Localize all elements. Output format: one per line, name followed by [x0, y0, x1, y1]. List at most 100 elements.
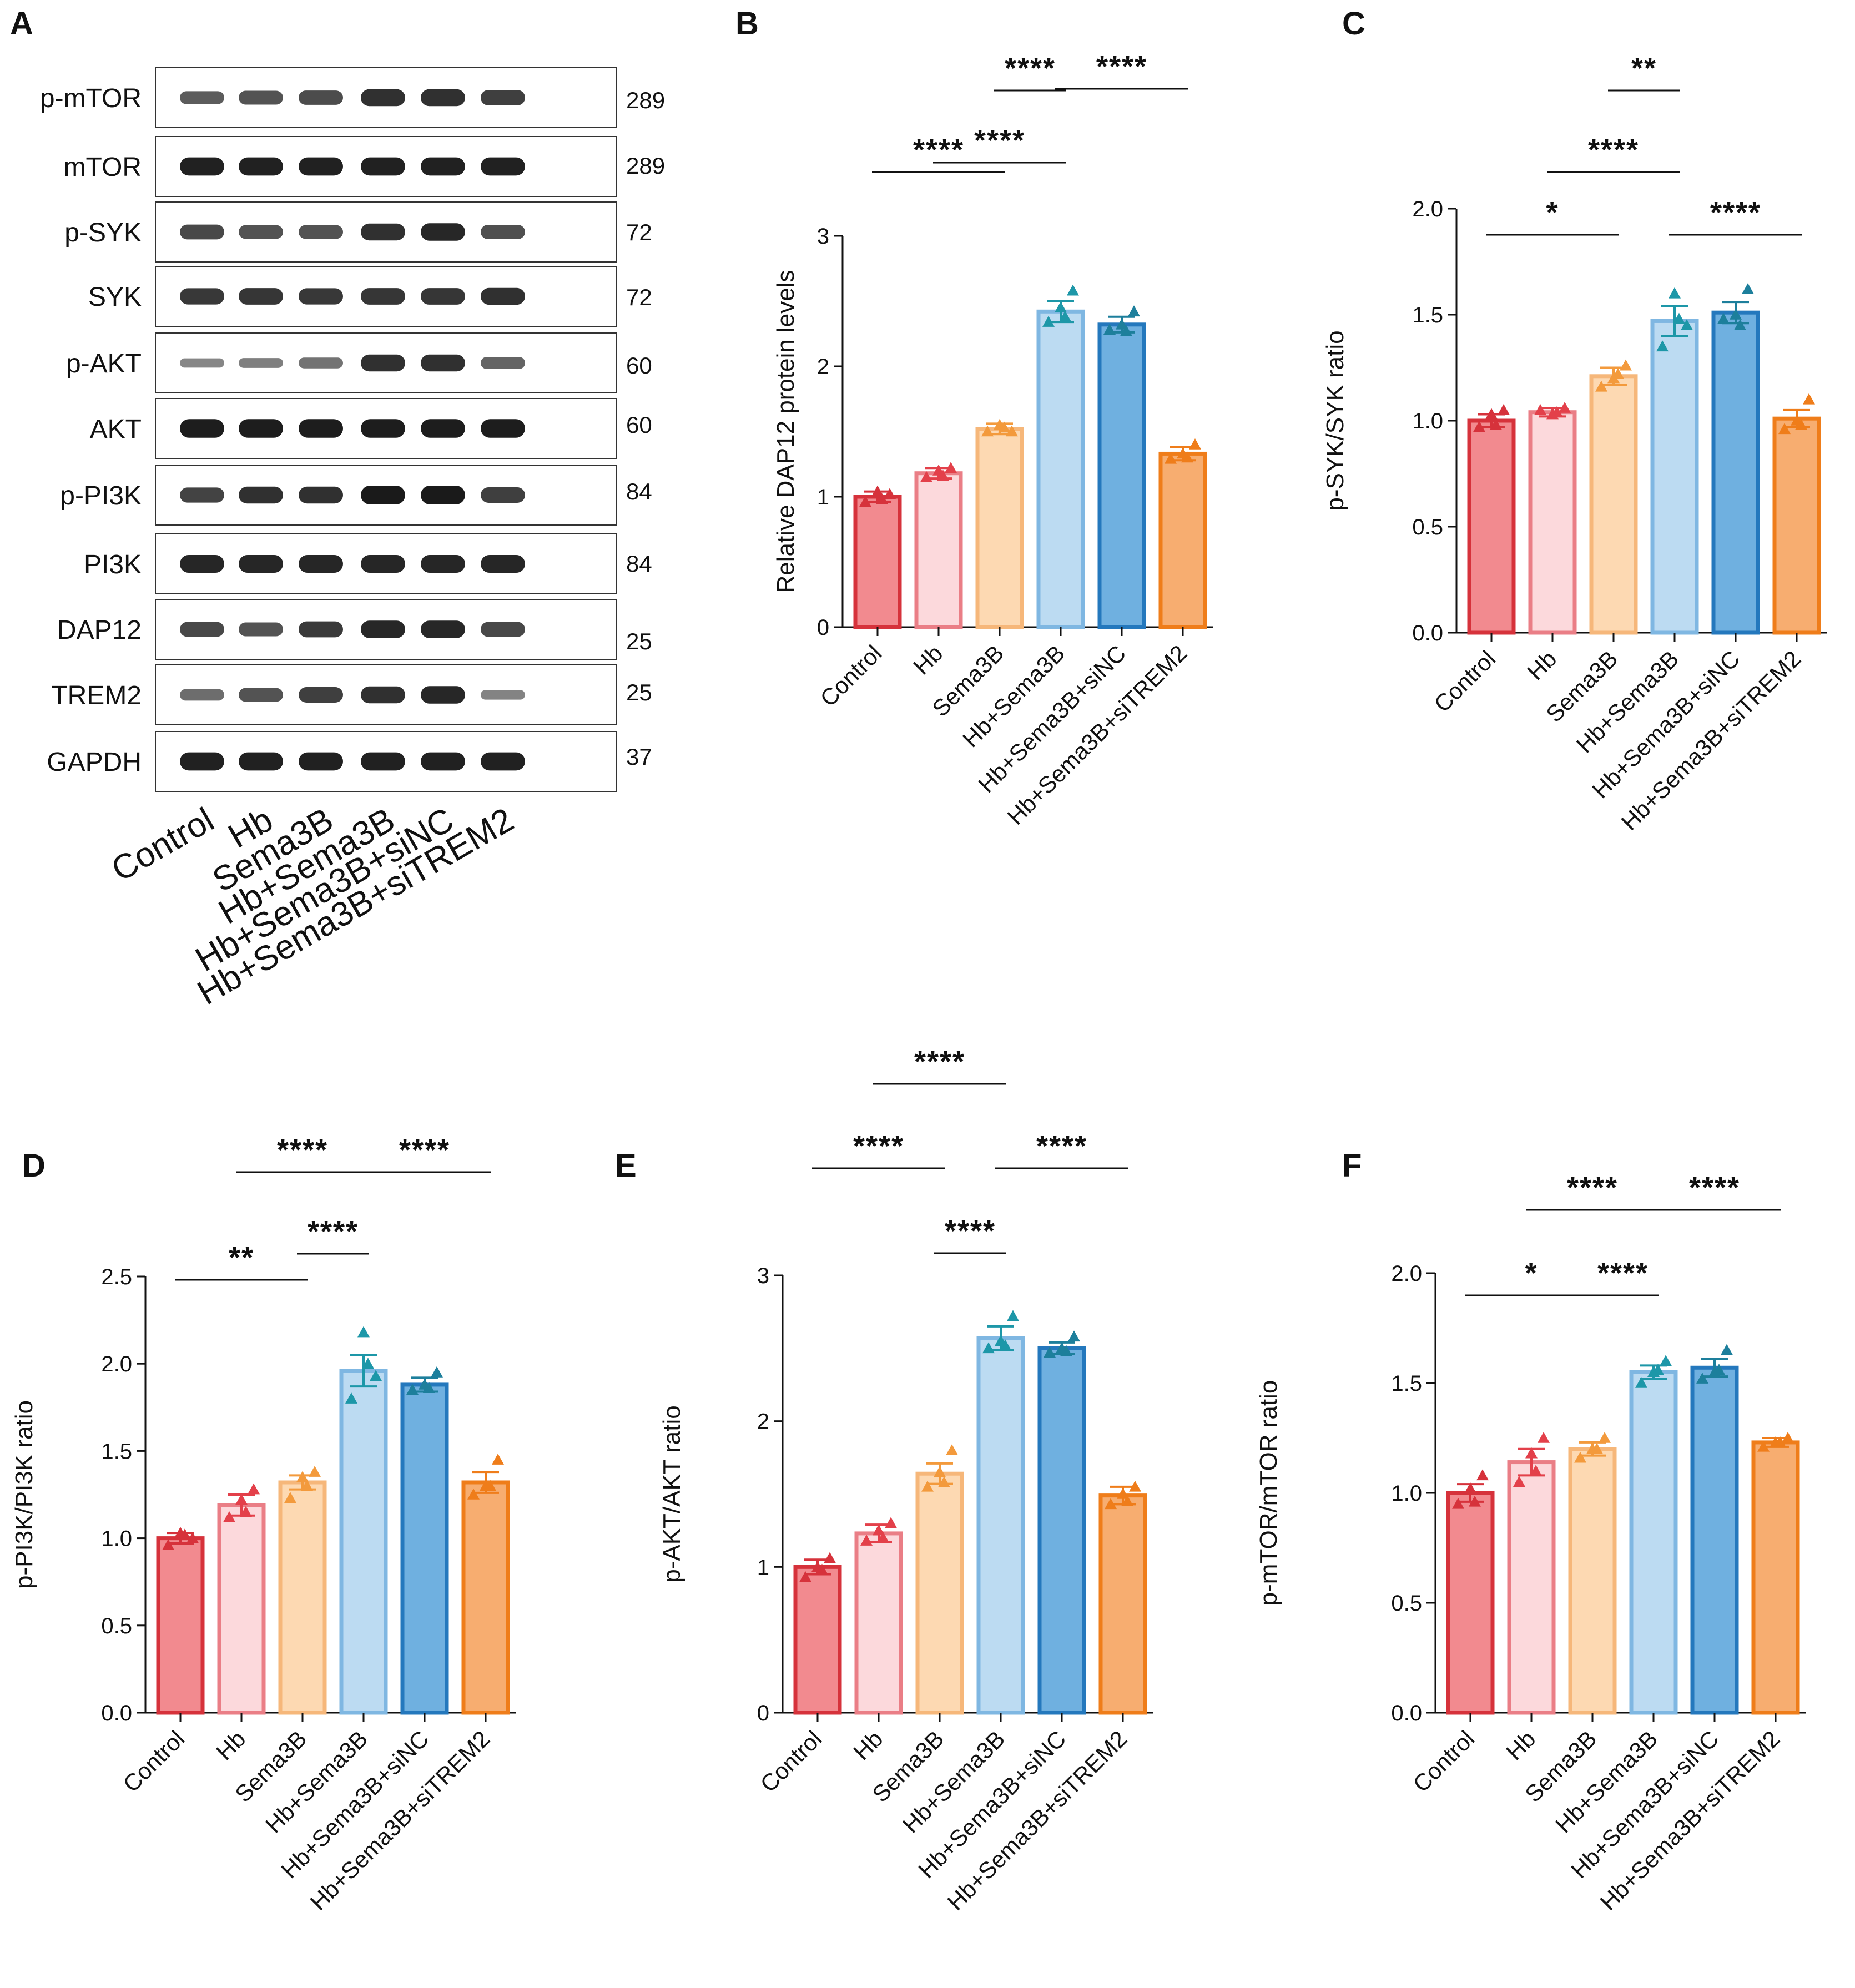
blot-band — [361, 157, 405, 176]
data-point — [816, 1563, 828, 1575]
y-tick-label: 1.5 — [101, 1439, 132, 1464]
blot-rows: p-mTOR 289 mTOR 289 p-SYK 72 SYK 72 p-AKT 60 AKT 60… — [40, 67, 665, 792]
data-point — [998, 421, 1010, 433]
blot-row-mtor: mTOR 289 — [64, 136, 665, 197]
data-point — [1068, 1330, 1080, 1342]
significance-label: **** — [914, 1045, 965, 1078]
significance-label: **** — [1597, 1257, 1649, 1290]
data-point — [1129, 1480, 1141, 1492]
blot-band — [180, 487, 224, 503]
data-point — [1181, 451, 1193, 463]
y-tick-label: 3 — [757, 1264, 769, 1288]
blot-mw-label: 84 — [626, 551, 652, 577]
data-point — [871, 485, 884, 497]
panel-letter-b: B — [735, 6, 759, 42]
blot-band — [180, 554, 224, 573]
data-point — [1498, 403, 1510, 415]
data-point — [934, 1466, 946, 1477]
blot-band — [239, 688, 283, 702]
data-point — [1656, 340, 1669, 352]
blot-mw-label: 72 — [626, 284, 652, 310]
blot-label: p-PI3K — [60, 481, 142, 511]
data-point — [921, 1480, 934, 1492]
ppi3k-pi3k-bar-chart: D 0.0 0.5 1.0 1.5 2.0 2.5 p-PI3K/PI3K ratio Con… — [11, 1133, 516, 1915]
blot-band — [239, 288, 283, 305]
blot-band — [299, 157, 343, 176]
blot-band — [239, 622, 283, 637]
data-point — [860, 1535, 873, 1546]
y-tick-label: 1.0 — [1391, 1481, 1422, 1506]
bar-hb-sema3b — [976, 1336, 1025, 1715]
data-point — [240, 1506, 252, 1517]
y-tick-label: 1 — [757, 1555, 769, 1580]
blot-band — [239, 752, 283, 771]
significance-label: **** — [277, 1133, 328, 1167]
blot-band — [239, 157, 283, 176]
bar-hb-sema3b-sitrem2 — [1098, 1493, 1147, 1715]
panel-letter-f: F — [1342, 1148, 1362, 1184]
data-point — [1490, 418, 1502, 430]
blot-row-gapdh: GAPDH 37 — [47, 731, 652, 792]
blot-band — [421, 354, 465, 372]
blot-row-syk: SYK 72 — [88, 266, 652, 327]
blot-band — [481, 157, 525, 176]
x-tick-label: Hb — [908, 640, 947, 679]
data-point — [1452, 1497, 1464, 1509]
blot-band — [299, 419, 343, 438]
data-point — [938, 1476, 950, 1487]
x-tick-label: Hb — [1501, 1725, 1540, 1765]
blot-band — [421, 157, 465, 176]
bar-hb-sema3b-sitrem2 — [1751, 1440, 1800, 1715]
data-point — [1165, 452, 1177, 464]
significance-label: ** — [229, 1241, 254, 1274]
y-tick-label: 0.0 — [101, 1701, 132, 1725]
y-axis-label: p-AKT/AKT ratio — [658, 1405, 685, 1583]
blot-band — [299, 486, 343, 504]
data-point — [357, 1326, 370, 1338]
data-point — [1116, 318, 1128, 330]
data-point — [1696, 1373, 1708, 1384]
data-point — [1105, 1498, 1117, 1510]
bar-sema3b — [1589, 374, 1638, 635]
data-point — [824, 1552, 836, 1563]
data-point — [982, 1342, 995, 1354]
significance-label: **** — [974, 124, 1025, 157]
significance-label: **** — [399, 1133, 450, 1167]
data-point — [1189, 438, 1201, 450]
blot-band — [180, 752, 224, 771]
data-point — [301, 1480, 313, 1491]
blot-mw-label: 60 — [626, 412, 652, 438]
data-point — [1721, 1344, 1733, 1355]
dap12-bar-chart: B 0 1 2 3 Relative DAP12 protein levels Contr… — [735, 6, 1213, 830]
blot-band — [361, 486, 405, 504]
significance-label: **** — [1567, 1171, 1618, 1204]
psyk-syk-bar-chart: C 0.0 0.5 1.0 1.5 2.0 p-SYK/SYK ratio Control H… — [1322, 6, 1827, 835]
data-point — [1757, 1440, 1770, 1452]
blot-mw-label: 37 — [626, 744, 652, 770]
blot-band — [180, 288, 224, 305]
data-point — [1713, 1364, 1725, 1375]
bar-hb-sema3b-sitrem2 — [1158, 451, 1207, 629]
y-tick-label: 2.5 — [101, 1265, 132, 1289]
blot-label: AKT — [90, 415, 142, 444]
data-point — [920, 471, 932, 482]
y-tick-label: 0.5 — [101, 1614, 132, 1638]
data-point — [248, 1483, 260, 1495]
bar-hb-sema3b-sitrem2 — [461, 1480, 510, 1715]
data-point — [799, 1571, 811, 1582]
data-point — [1120, 325, 1132, 336]
data-point — [981, 425, 994, 437]
y-tick-label: 1.5 — [1391, 1371, 1422, 1396]
bar-hb-sema3b-sinc — [1097, 322, 1146, 629]
y-tick-label: 0 — [817, 615, 829, 640]
significance-label: **** — [1096, 50, 1147, 83]
y-tick-label: 0.0 — [1391, 1701, 1422, 1725]
significance-label: **** — [853, 1129, 904, 1163]
data-point — [345, 1392, 357, 1404]
x-tick-label: Control — [815, 640, 886, 712]
data-point — [162, 1539, 174, 1550]
data-point — [186, 1532, 199, 1543]
blot-row-p-akt: p-AKT 60 — [66, 332, 652, 393]
x-tick-label: Hb — [848, 1725, 888, 1765]
blot-band — [421, 223, 465, 241]
